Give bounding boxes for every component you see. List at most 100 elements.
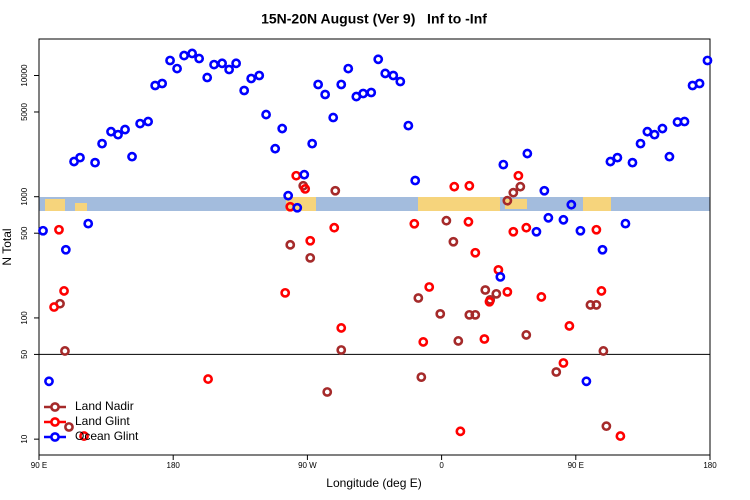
legend-marker xyxy=(50,402,60,412)
series xyxy=(38,48,713,387)
ocean-strip xyxy=(39,197,710,211)
point xyxy=(566,199,577,210)
y-tick-label: 5000 xyxy=(20,103,29,121)
point xyxy=(694,78,705,89)
point xyxy=(508,187,519,198)
x-tick-label: 180 xyxy=(703,461,717,470)
point xyxy=(484,296,495,307)
plot-frame xyxy=(38,38,711,456)
point xyxy=(231,58,242,69)
x-tick-label: 90 E xyxy=(31,461,47,470)
point xyxy=(539,185,550,196)
point xyxy=(172,63,182,74)
point xyxy=(596,286,607,296)
point xyxy=(305,252,316,263)
point xyxy=(38,225,48,236)
point xyxy=(254,70,265,81)
point xyxy=(395,76,406,87)
point xyxy=(285,239,296,250)
point xyxy=(441,215,452,226)
point xyxy=(521,330,532,340)
legend-label: Ocean Glint xyxy=(75,429,139,443)
point xyxy=(679,116,690,127)
point xyxy=(49,302,59,312)
point xyxy=(409,218,420,229)
chart-title: 15N-20N August (Ver 9) Inf to -Inf xyxy=(261,11,487,27)
point xyxy=(270,143,281,154)
legend-label: Land Glint xyxy=(75,414,130,428)
point xyxy=(543,212,554,223)
point xyxy=(179,50,189,61)
point xyxy=(418,337,429,347)
legend-marker xyxy=(50,417,60,427)
point xyxy=(113,129,123,140)
point xyxy=(388,70,399,81)
point xyxy=(605,156,616,167)
point xyxy=(373,54,384,65)
y-tick-label: 10000 xyxy=(20,64,29,87)
point xyxy=(313,79,324,90)
point xyxy=(416,372,427,382)
point xyxy=(612,152,623,163)
point xyxy=(336,345,347,355)
point xyxy=(44,376,54,387)
point xyxy=(480,285,491,295)
point xyxy=(135,118,145,129)
point xyxy=(261,109,271,120)
point xyxy=(203,374,213,384)
point xyxy=(495,272,506,282)
point xyxy=(615,431,626,441)
point xyxy=(627,157,638,168)
point xyxy=(54,224,64,235)
point xyxy=(453,336,464,346)
point xyxy=(657,123,668,134)
point xyxy=(513,170,524,181)
x-tick-label: 0 xyxy=(439,461,444,470)
point xyxy=(649,129,660,140)
y-axis-label: N Total xyxy=(0,228,14,265)
point xyxy=(305,235,316,246)
point xyxy=(620,218,631,229)
point xyxy=(601,421,612,432)
point xyxy=(90,157,100,168)
point xyxy=(502,286,513,297)
point xyxy=(79,431,89,441)
point xyxy=(329,222,340,233)
point xyxy=(224,64,235,75)
point xyxy=(59,286,69,296)
series xyxy=(55,180,612,432)
point xyxy=(581,376,592,387)
point xyxy=(277,123,288,134)
point xyxy=(143,116,154,127)
point xyxy=(380,68,391,79)
land-patch xyxy=(45,199,65,211)
point xyxy=(591,300,602,310)
land-patch xyxy=(75,203,87,211)
map-strip xyxy=(39,197,710,211)
point xyxy=(591,224,602,235)
point xyxy=(366,87,377,98)
legend-label: Land Nadir xyxy=(75,399,134,413)
point xyxy=(522,148,533,159)
point xyxy=(403,120,414,131)
point xyxy=(464,180,475,191)
point xyxy=(328,112,339,123)
y-tick-label: 100 xyxy=(20,311,29,325)
point xyxy=(187,48,198,59)
point xyxy=(536,292,547,302)
point xyxy=(455,426,466,437)
point xyxy=(558,214,569,225)
point xyxy=(470,247,481,258)
point xyxy=(300,183,311,194)
point xyxy=(292,202,303,213)
x-axis-label: Longitude (deg E) xyxy=(326,476,421,490)
point xyxy=(157,78,168,89)
x-tick-label: 90 E xyxy=(568,461,584,470)
point xyxy=(60,244,71,255)
point xyxy=(64,422,74,432)
point xyxy=(322,387,333,397)
point xyxy=(202,72,213,83)
